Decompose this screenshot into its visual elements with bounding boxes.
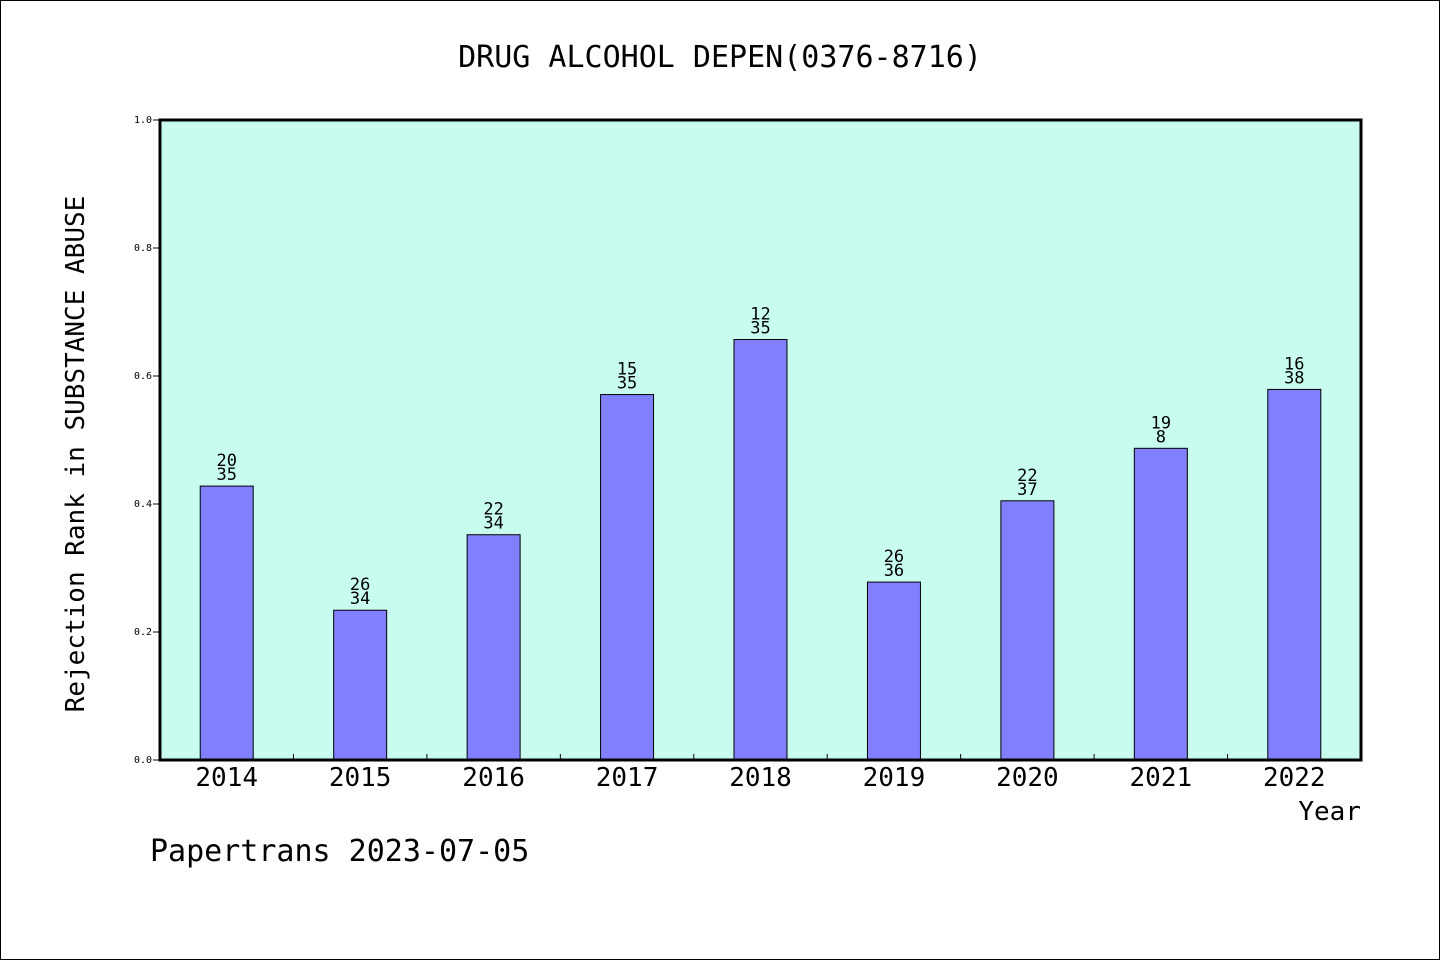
bar-label-bottom: 35 <box>216 465 236 485</box>
y-tick-label: 0.4 <box>134 499 152 510</box>
x-axis-label: Year <box>1298 797 1361 827</box>
bar-2014 <box>199 485 254 761</box>
bar-2017 <box>600 394 655 761</box>
y-tick-label: 0.6 <box>134 371 152 382</box>
x-tick-label: 2016 <box>462 763 525 793</box>
bar-2021 <box>1133 447 1188 761</box>
bar-label-bottom: 36 <box>884 561 904 581</box>
bar-label-top: 15 <box>617 360 637 380</box>
bar-2019 <box>866 581 921 761</box>
bar-label-bottom: 35 <box>617 374 637 394</box>
y-tick-label: 0.0 <box>134 755 152 766</box>
bar-label-top: 26 <box>884 547 904 567</box>
chart-title: DRUG ALCOHOL DEPEN(0376-8716) <box>458 40 982 75</box>
plot-border <box>158 118 1363 762</box>
bar-label-top: 12 <box>750 305 770 325</box>
bar-label-bottom: 37 <box>1017 480 1037 500</box>
y-axis-label: Rejection Rank in SUBSTANCE ABUSE <box>61 196 91 713</box>
bar-label-top: 22 <box>1017 466 1037 486</box>
x-tick-label: 2018 <box>729 763 792 793</box>
x-tick-label: 2022 <box>1263 763 1326 793</box>
bar-label-bottom: 8 <box>1156 427 1166 447</box>
bar-label-bottom: 34 <box>350 589 370 609</box>
bar-2016 <box>466 534 521 761</box>
bar-label-bottom: 34 <box>483 514 503 534</box>
y-tick-label: 0.8 <box>134 243 152 254</box>
x-tick-label: 2020 <box>996 763 1059 793</box>
bar-label-top: 22 <box>483 500 503 520</box>
footer-credit: Papertrans 2023-07-05 <box>150 834 530 869</box>
bar-label-top: 26 <box>350 575 370 595</box>
x-tick-label: 2017 <box>596 763 659 793</box>
y-tick-label: 0.2 <box>134 627 152 638</box>
bar-2015 <box>333 609 388 761</box>
x-tick-label: 2015 <box>329 763 392 793</box>
bar-label-top: 20 <box>216 451 236 471</box>
x-tick-label: 2014 <box>195 763 258 793</box>
bar-2022 <box>1267 388 1322 761</box>
bar-label-bottom: 35 <box>750 319 770 339</box>
bar-2018 <box>733 339 788 761</box>
bar-label-bottom: 38 <box>1284 368 1304 388</box>
x-tick-label: 2021 <box>1130 763 1193 793</box>
x-tick-label: 2019 <box>863 763 926 793</box>
bar-label-top: 16 <box>1284 354 1304 374</box>
y-tick-label: 1.0 <box>134 115 152 126</box>
bar-label-top: 19 <box>1151 413 1171 433</box>
bar-2020 <box>1000 500 1055 761</box>
